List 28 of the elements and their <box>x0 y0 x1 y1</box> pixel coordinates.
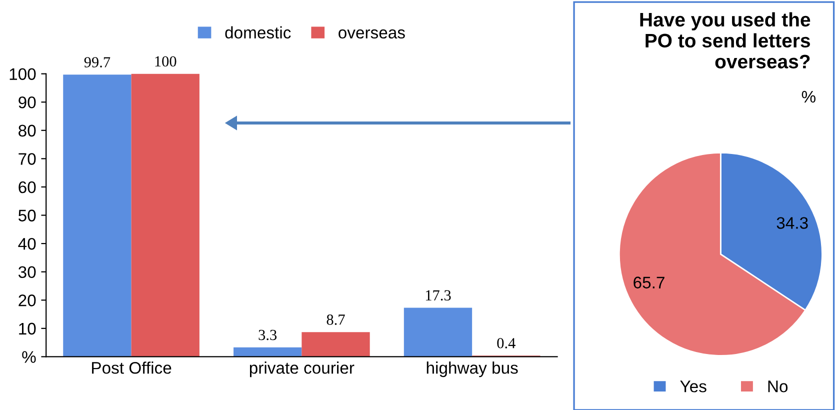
legend-label: Yes <box>680 380 706 392</box>
y-tick-label: 70 <box>18 153 36 165</box>
x-tick-label: highway bus <box>426 362 518 378</box>
y-tick-label: 90 <box>18 96 36 108</box>
data-label: 65.7 <box>634 276 664 288</box>
data-label: 99.7 <box>84 57 110 68</box>
y-tick-label: 80 <box>18 124 36 137</box>
legend-label: overseas <box>338 29 405 39</box>
data-label: 8.7 <box>326 314 345 325</box>
y-tick-label: 30 <box>18 266 36 278</box>
y-tick-label: 60 <box>18 181 36 194</box>
legend-label: No <box>768 380 788 392</box>
x-tick-label: private courier <box>250 362 354 378</box>
x-tick-label: Post Office <box>92 362 172 374</box>
data-label: 3.3 <box>258 330 277 340</box>
data-label: 34.3 <box>776 217 808 229</box>
y-tick-label: 10 <box>19 322 36 335</box>
data-label: 0.4 <box>497 338 516 348</box>
y-tick-label: 100 <box>10 68 36 80</box>
text: % <box>802 90 816 103</box>
chart-title: Have you used the PO to send letters overseas? <box>640 12 810 68</box>
y-tick-label: % <box>22 351 36 363</box>
y-tick-label: 40 <box>18 238 36 250</box>
data-label: 17.3 <box>426 290 451 301</box>
y-tick-label: 50 <box>18 210 36 222</box>
legend-label: domestic <box>225 26 291 39</box>
data-label: 100 <box>155 56 176 67</box>
y-tick-label: 20 <box>18 294 36 306</box>
